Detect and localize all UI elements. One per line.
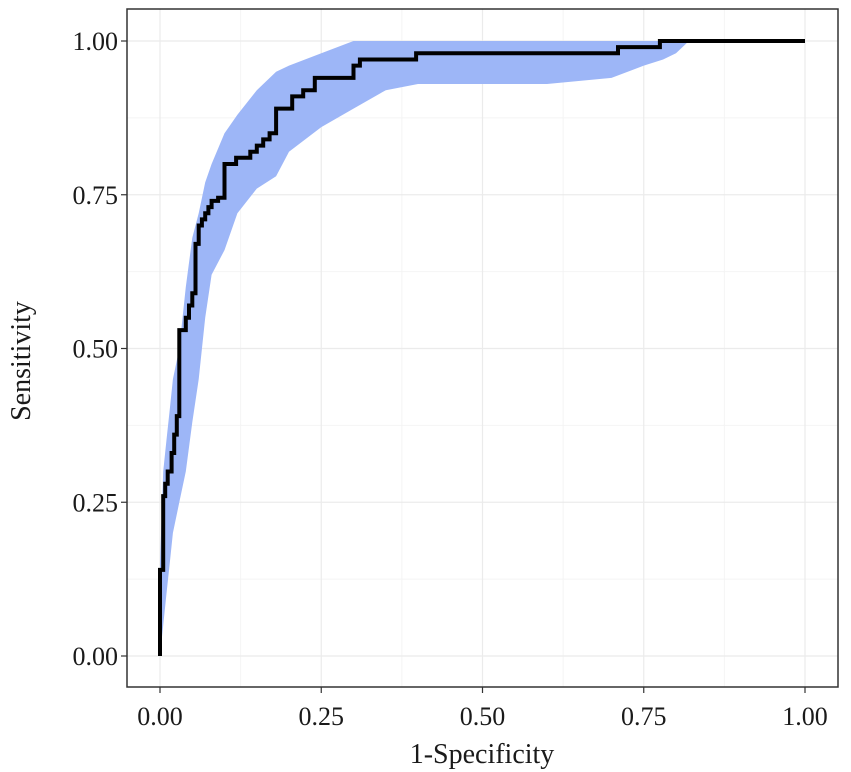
y-tick-label: 0.00 — [73, 642, 119, 671]
y-tick-label: 0.25 — [73, 488, 119, 517]
axis-ticks — [121, 40, 806, 693]
x-tick-label: 0.00 — [137, 702, 183, 731]
y-tick-label: 1.00 — [73, 27, 119, 56]
roc-curve-line — [158, 39, 805, 656]
x-tick-label: 1.00 — [782, 702, 828, 731]
y-tick-label: 0.75 — [73, 181, 119, 210]
x-axis-tick-labels: 0.00 0.25 0.50 0.75 1.00 — [137, 702, 828, 731]
x-tick-label: 0.25 — [299, 702, 345, 731]
y-axis-tick-labels: 0.00 0.25 0.50 0.75 1.00 — [73, 27, 119, 671]
x-tick-label: 0.75 — [621, 702, 667, 731]
x-axis-title: 1-Specificity — [410, 739, 555, 770]
x-tick-label: 0.50 — [460, 702, 506, 731]
y-axis-title: Sensitivity — [6, 301, 37, 421]
y-tick-label: 0.50 — [73, 335, 119, 364]
grid-lines — [127, 9, 838, 687]
